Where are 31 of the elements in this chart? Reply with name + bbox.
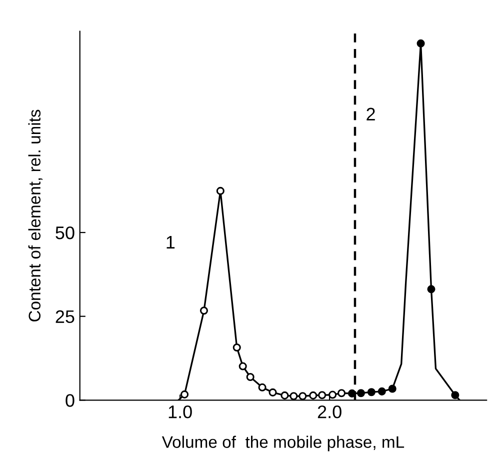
annotation: 1 (166, 236, 175, 248)
y-tick-label: 25 (56, 310, 74, 324)
point (246, 372, 254, 382)
point (356, 389, 365, 398)
x-tick-label: 1.0 (168, 405, 192, 418)
y-tick-label: 0 (66, 394, 74, 407)
point (238, 362, 247, 370)
point (258, 383, 266, 392)
x-tick-label: 2.0 (318, 405, 342, 418)
point (200, 306, 208, 315)
point (298, 392, 307, 400)
point (280, 391, 289, 400)
point (378, 387, 386, 396)
point (348, 389, 356, 398)
point (290, 392, 298, 400)
y-axis-title: Content of element, rel. units (28, 110, 42, 322)
y-tick-label: 50 (56, 226, 74, 240)
point (338, 389, 346, 398)
point (388, 384, 396, 393)
point (268, 388, 277, 396)
point (416, 39, 425, 48)
point (232, 343, 241, 352)
x-axis-title: Volume of the mobile phase, mL (162, 436, 404, 452)
point (367, 388, 376, 396)
point (427, 285, 436, 294)
point (318, 391, 326, 400)
point (451, 391, 460, 400)
point (216, 186, 224, 195)
annotation: 2 (366, 108, 375, 120)
point (328, 390, 337, 399)
point (309, 391, 318, 400)
